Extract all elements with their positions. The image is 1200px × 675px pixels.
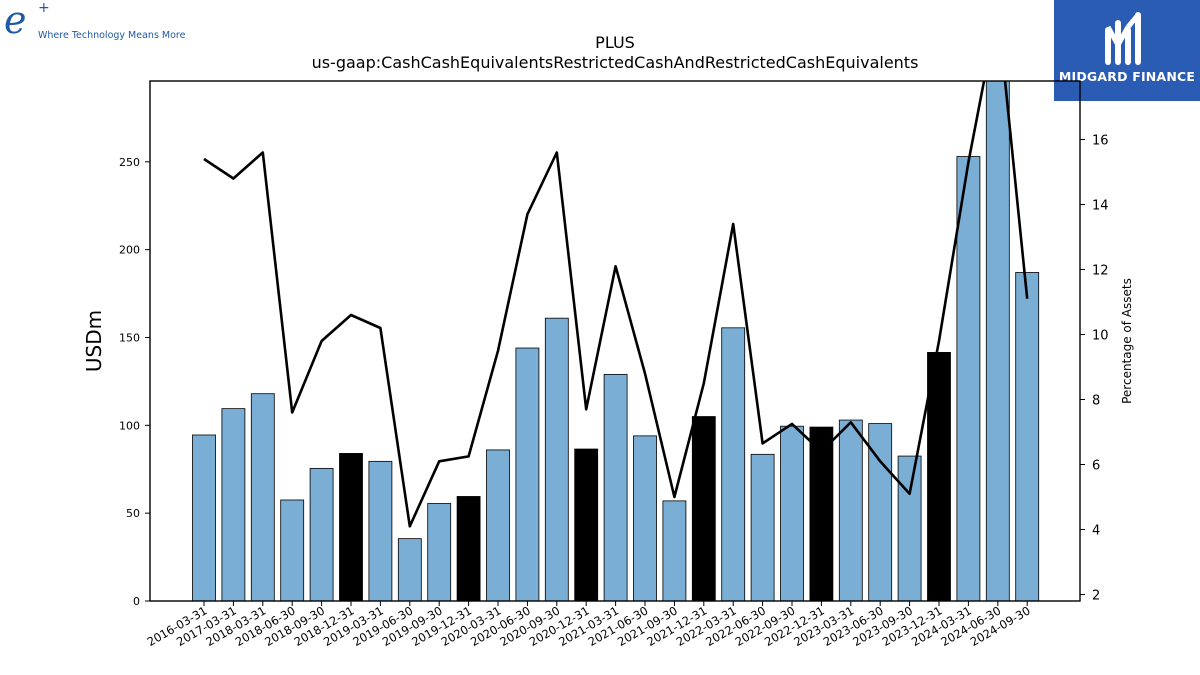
bar-2016-03-31 bbox=[192, 434, 216, 602]
plot-frame bbox=[149, 80, 1081, 602]
chart-subtitle: us-gaap:CashCashEquivalentsRestrictedCas… bbox=[311, 53, 919, 72]
bar-2022-12-31 bbox=[809, 426, 834, 602]
bar-2019-03-31 bbox=[368, 460, 393, 602]
bar-2020-09-30 bbox=[544, 317, 569, 602]
logo-plus-sign: + bbox=[38, 0, 50, 16]
company-logo-left: e + Where Technology Means More bbox=[4, 0, 204, 46]
y2-axis-label: Percentage of Assets bbox=[1120, 278, 1134, 404]
bar-2024-06-30 bbox=[985, 80, 1010, 602]
bar-2022-06-30 bbox=[750, 453, 775, 602]
bar-2024-09-30 bbox=[1015, 272, 1040, 602]
bar-2023-09-30 bbox=[897, 455, 922, 602]
bar-2019-09-30 bbox=[427, 503, 452, 602]
bar-2022-09-30 bbox=[780, 425, 804, 602]
left-tick-label-200: 200 bbox=[119, 244, 140, 257]
bar-2021-09-30 bbox=[662, 500, 687, 602]
bar-2024-03-31 bbox=[956, 156, 981, 602]
midgard-finance-logo: MIDGARD FINANCE bbox=[1054, 0, 1200, 101]
left-tick-label-150: 150 bbox=[119, 331, 140, 344]
bar-2019-06-30 bbox=[397, 538, 422, 602]
bar-2018-09-30 bbox=[309, 467, 334, 602]
bar-2023-03-31 bbox=[838, 419, 863, 602]
logo-tagline: Where Technology Means More bbox=[38, 30, 186, 41]
bar-2017-03-31 bbox=[221, 408, 246, 602]
bar-2018-06-30 bbox=[280, 499, 305, 602]
left-tick-label-0: 0 bbox=[133, 595, 140, 608]
left-tick-label-50: 50 bbox=[126, 507, 140, 520]
left-tick-label-250: 250 bbox=[119, 156, 140, 169]
right-tick-label-6: 6 bbox=[1092, 459, 1100, 474]
chart-title: PLUS bbox=[595, 33, 635, 52]
right-tick-label-14: 14 bbox=[1092, 199, 1109, 214]
right-tick-label-2: 2 bbox=[1092, 589, 1100, 604]
midgard-brand-name: MIDGARD FINANCE bbox=[1058, 69, 1196, 84]
bar-2020-12-31 bbox=[574, 448, 599, 602]
midgard-m-icon bbox=[1105, 12, 1141, 65]
bar-2018-03-31 bbox=[250, 393, 275, 602]
bar-2021-03-31 bbox=[603, 373, 628, 602]
right-tick-label-16: 16 bbox=[1092, 134, 1109, 149]
bar-2021-06-30 bbox=[633, 435, 657, 602]
bar-2020-03-31 bbox=[486, 449, 510, 602]
bar-2020-06-30 bbox=[515, 347, 540, 602]
right-tick-label-10: 10 bbox=[1092, 329, 1109, 344]
right-tick-label-4: 4 bbox=[1092, 524, 1100, 539]
left-tick-label-100: 100 bbox=[119, 419, 140, 432]
bar-2021-12-31 bbox=[691, 416, 716, 602]
percentage-of-assets-line bbox=[203, 81, 1029, 528]
e-plus-logo-mark: e bbox=[4, 0, 27, 42]
bar-2022-03-31 bbox=[721, 327, 746, 602]
right-tick-label-8: 8 bbox=[1092, 394, 1100, 409]
y-axis-label: USDm bbox=[82, 310, 106, 372]
bar-2019-12-31 bbox=[456, 496, 481, 602]
bar-2018-12-31 bbox=[339, 453, 363, 602]
right-tick-label-12: 12 bbox=[1092, 264, 1109, 279]
